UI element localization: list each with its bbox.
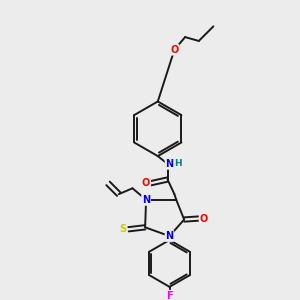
Text: O: O — [200, 214, 208, 224]
Text: O: O — [142, 178, 150, 188]
Text: F: F — [166, 291, 173, 300]
Text: N: N — [166, 159, 174, 169]
Text: H: H — [175, 159, 182, 168]
Text: N: N — [142, 195, 150, 205]
Text: S: S — [119, 224, 126, 234]
Text: N: N — [166, 231, 174, 241]
Text: O: O — [170, 45, 178, 55]
